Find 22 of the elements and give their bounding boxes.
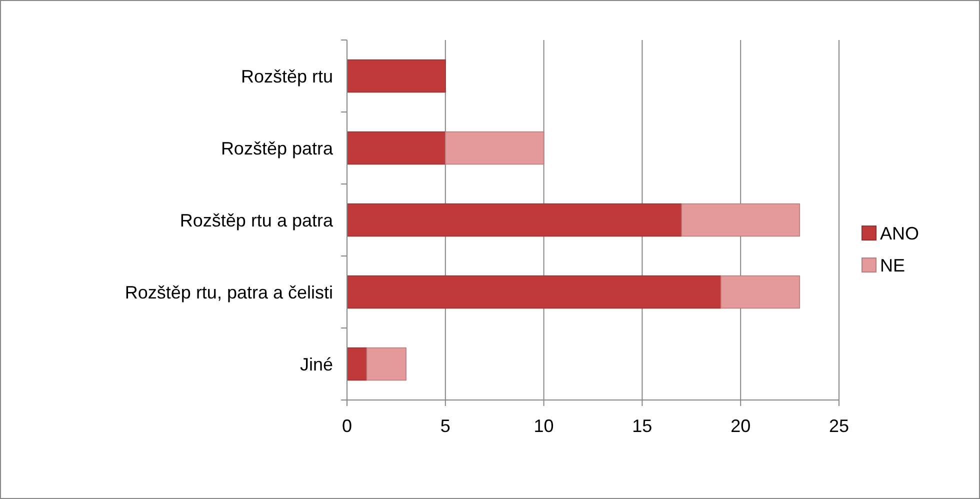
y-tick-label: Rozštěp rtu, patra a čelisti bbox=[124, 282, 333, 302]
bar bbox=[366, 347, 406, 381]
bar bbox=[346, 347, 368, 381]
y-tick-label: Rozštěp rtu a patra bbox=[180, 210, 334, 230]
bar bbox=[681, 203, 800, 237]
x-tick-label: 20 bbox=[730, 416, 751, 436]
bar bbox=[720, 275, 800, 309]
x-tick-label: 25 bbox=[828, 416, 850, 436]
bar bbox=[346, 131, 446, 165]
x-tick-label: 0 bbox=[342, 416, 352, 436]
x-tick-label: 5 bbox=[440, 416, 450, 436]
x-tick-label: 15 bbox=[632, 416, 652, 436]
legend-label: ANO bbox=[880, 223, 920, 244]
y-tick-label: Rozštěp patra bbox=[220, 138, 334, 158]
x-tick-label: 10 bbox=[534, 416, 554, 436]
legend-label: NE bbox=[880, 255, 906, 276]
bar bbox=[346, 59, 446, 93]
bar bbox=[445, 131, 544, 165]
y-tick-label: Jiné bbox=[300, 354, 333, 374]
bar bbox=[346, 275, 722, 309]
bar bbox=[346, 203, 682, 237]
y-tick-label: Rozštěp rtu bbox=[240, 66, 333, 86]
